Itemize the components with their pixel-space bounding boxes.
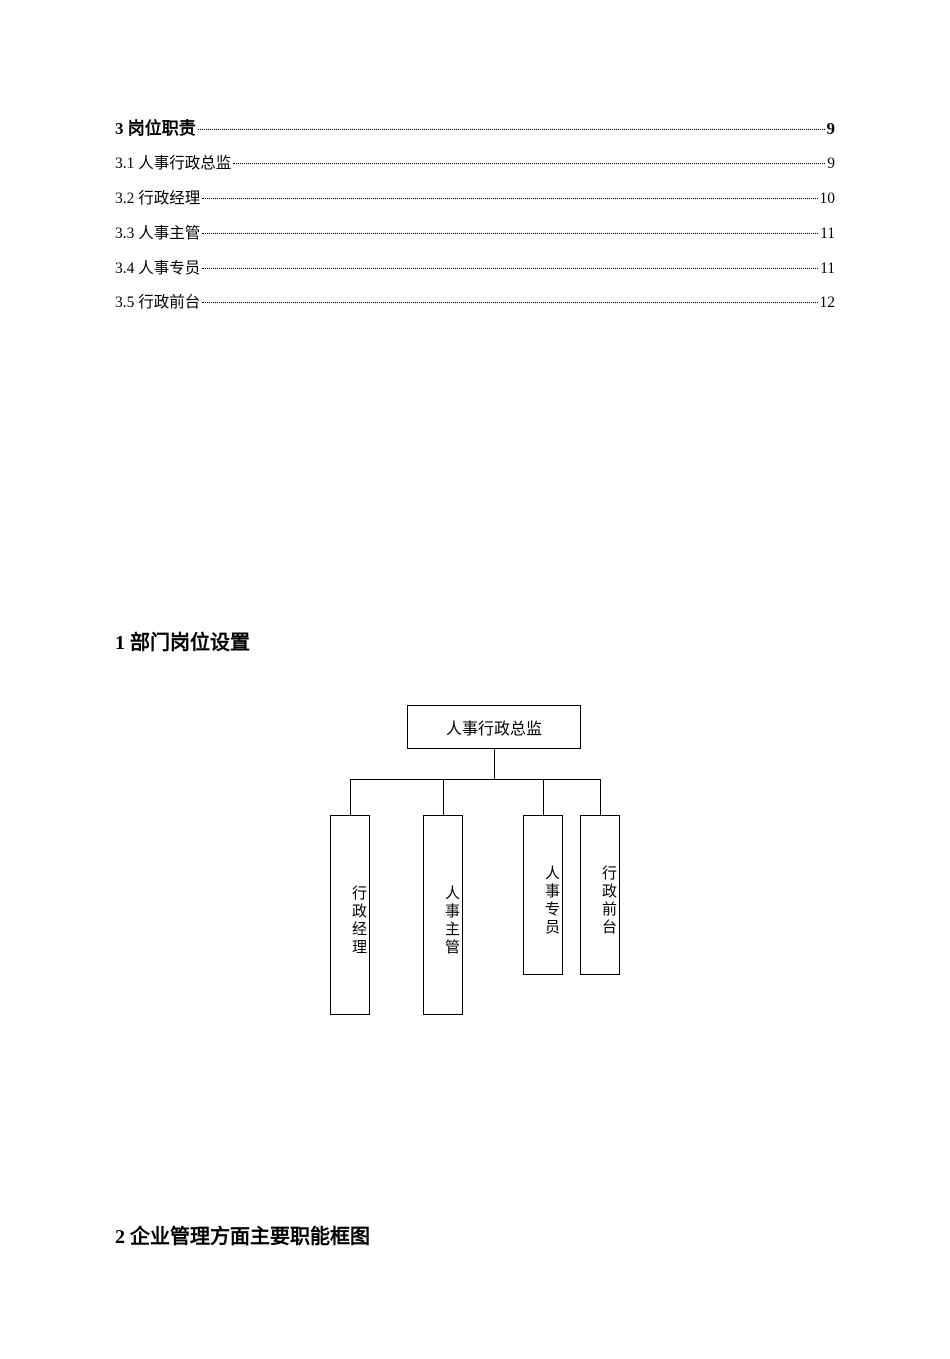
section-1: 1 部门岗位设置 人事行政总监 行政经理 人事主管 人事专员 行政前台 xyxy=(115,626,835,1035)
org-child-node: 行政前台 xyxy=(580,815,620,975)
toc-title: 3 岗位职责 xyxy=(115,115,196,142)
toc-entry: 3.5 行政前台 12 xyxy=(115,291,835,316)
org-child-node: 人事专员 xyxy=(523,815,563,975)
org-chart: 人事行政总监 行政经理 人事主管 人事专员 行政前台 xyxy=(260,705,670,1035)
toc-title: 3.4 人事专员 xyxy=(115,257,200,282)
toc-title: 3.5 行政前台 xyxy=(115,291,200,316)
org-connector xyxy=(600,779,601,815)
org-connector xyxy=(350,779,600,780)
toc-title: 3.2 行政经理 xyxy=(115,187,200,212)
toc-entry: 3.4 人事专员 11 xyxy=(115,257,835,282)
section-2: 2 企业管理方面主要职能框图 xyxy=(115,1220,835,1249)
org-connector xyxy=(543,779,544,815)
toc-leader-dots xyxy=(198,129,825,130)
toc-entry: 3.2 行政经理 10 xyxy=(115,187,835,212)
org-connector xyxy=(350,779,351,815)
document-page: 3 岗位职责 9 3.1 人事行政总监 9 3.2 行政经理 10 3.3 人事… xyxy=(0,0,950,1359)
org-child-node: 人事主管 xyxy=(423,815,463,1015)
toc-leader-dots xyxy=(202,268,818,269)
toc-title: 3.3 人事主管 xyxy=(115,222,200,247)
toc-page-number: 10 xyxy=(820,187,836,212)
toc-leader-dots xyxy=(202,198,817,199)
org-child-node: 行政经理 xyxy=(330,815,370,1015)
section-heading: 1 部门岗位设置 xyxy=(115,626,835,655)
toc-entry: 3.1 人事行政总监 9 xyxy=(115,152,835,177)
toc-leader-dots xyxy=(202,233,818,234)
table-of-contents: 3 岗位职责 9 3.1 人事行政总监 9 3.2 行政经理 10 3.3 人事… xyxy=(115,115,835,316)
org-connector xyxy=(494,749,495,779)
toc-page-number: 9 xyxy=(827,115,836,142)
toc-entry: 3.3 人事主管 11 xyxy=(115,222,835,247)
org-connector xyxy=(443,779,444,815)
toc-leader-dots xyxy=(202,302,817,303)
toc-page-number: 9 xyxy=(827,152,835,177)
toc-page-number: 11 xyxy=(820,222,835,247)
toc-leader-dots xyxy=(233,163,825,164)
toc-title: 3.1 人事行政总监 xyxy=(115,152,231,177)
toc-entry: 3 岗位职责 9 xyxy=(115,115,835,142)
org-root-node: 人事行政总监 xyxy=(407,705,581,749)
toc-page-number: 11 xyxy=(820,257,835,282)
section-heading: 2 企业管理方面主要职能框图 xyxy=(115,1220,835,1249)
toc-page-number: 12 xyxy=(820,291,836,316)
